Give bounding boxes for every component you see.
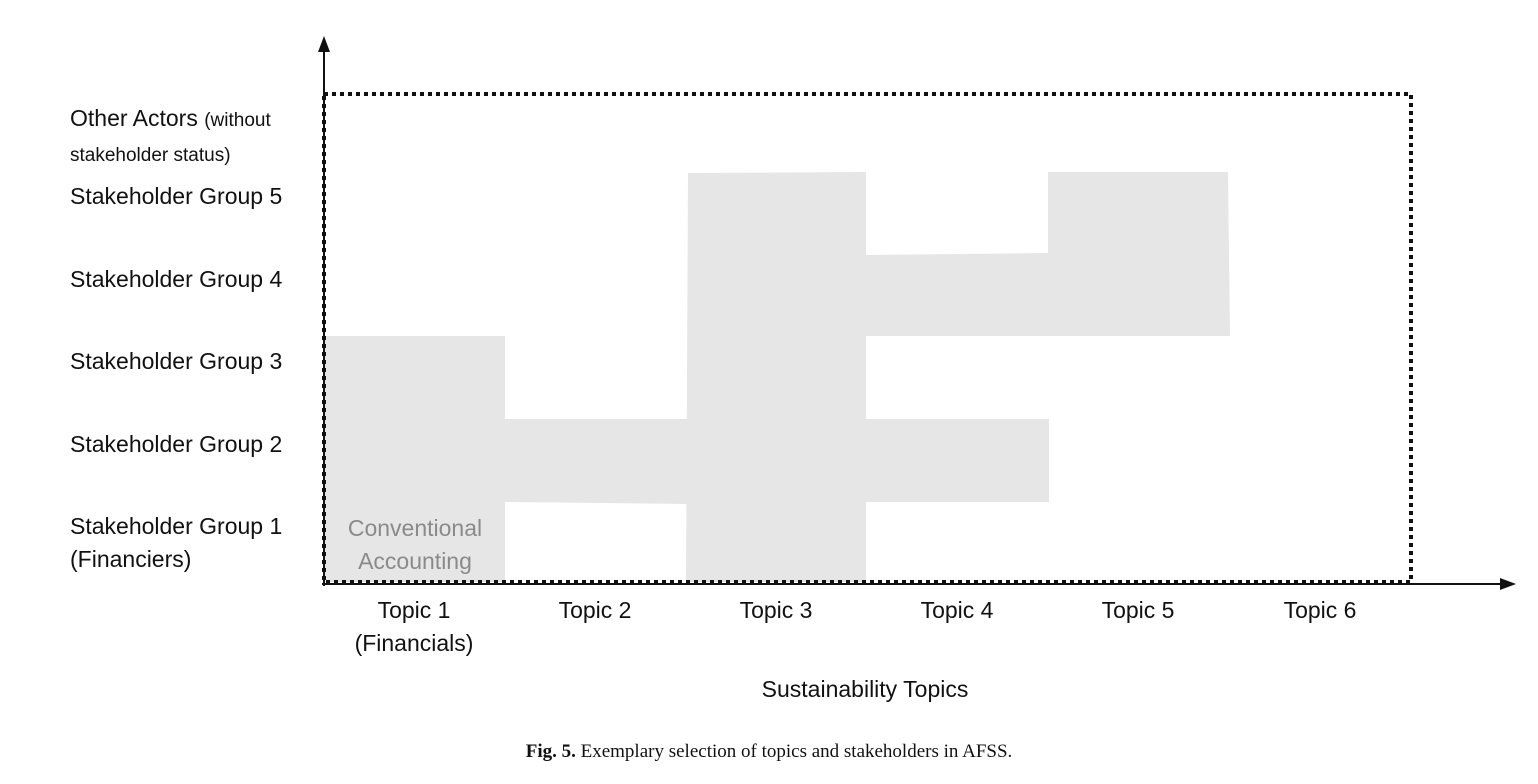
conventional-accounting-label: Conventional Accounting (347, 515, 483, 574)
selection-topic5 (1048, 172, 1230, 336)
selection-topic3 (686, 172, 866, 582)
selection-topic4 (866, 253, 1049, 502)
y-axis-arrow (318, 36, 330, 52)
selection-topic1 (324, 336, 505, 582)
caption-text: Exemplary selection of topics and stakeh… (575, 741, 1013, 762)
x-axis-title: Sustainability Topics (761, 676, 969, 702)
ylabel-group-1: Stakeholder Group 1 (Financiers) (70, 513, 283, 572)
xlabel-topic-1: Topic 1 (Financials) (354, 597, 474, 656)
ylabel-other-actors: Other Actors (without stakeholder status… (70, 105, 271, 166)
ylabel-group-4: Stakeholder Group 4 (70, 266, 283, 292)
selection-topic2 (505, 419, 688, 504)
ylabel-group-2: Stakeholder Group 2 (70, 431, 283, 457)
figure-caption: Fig. 5. Exemplary selection of topics an… (0, 741, 1538, 763)
ylabel-group-5: Stakeholder Group 5 (70, 183, 283, 209)
xlabel-topic-3: Topic 3 (739, 597, 813, 623)
caption-label: Fig. 5. (525, 741, 576, 762)
xlabel-topic-4: Topic 4 (920, 597, 994, 623)
x-axis-arrow (1500, 578, 1516, 590)
xlabel-topic-2: Topic 2 (558, 597, 632, 623)
xlabel-topic-5: Topic 5 (1101, 597, 1175, 623)
xlabel-topic-6: Topic 6 (1283, 597, 1357, 623)
ylabel-group-3: Stakeholder Group 3 (70, 348, 283, 374)
